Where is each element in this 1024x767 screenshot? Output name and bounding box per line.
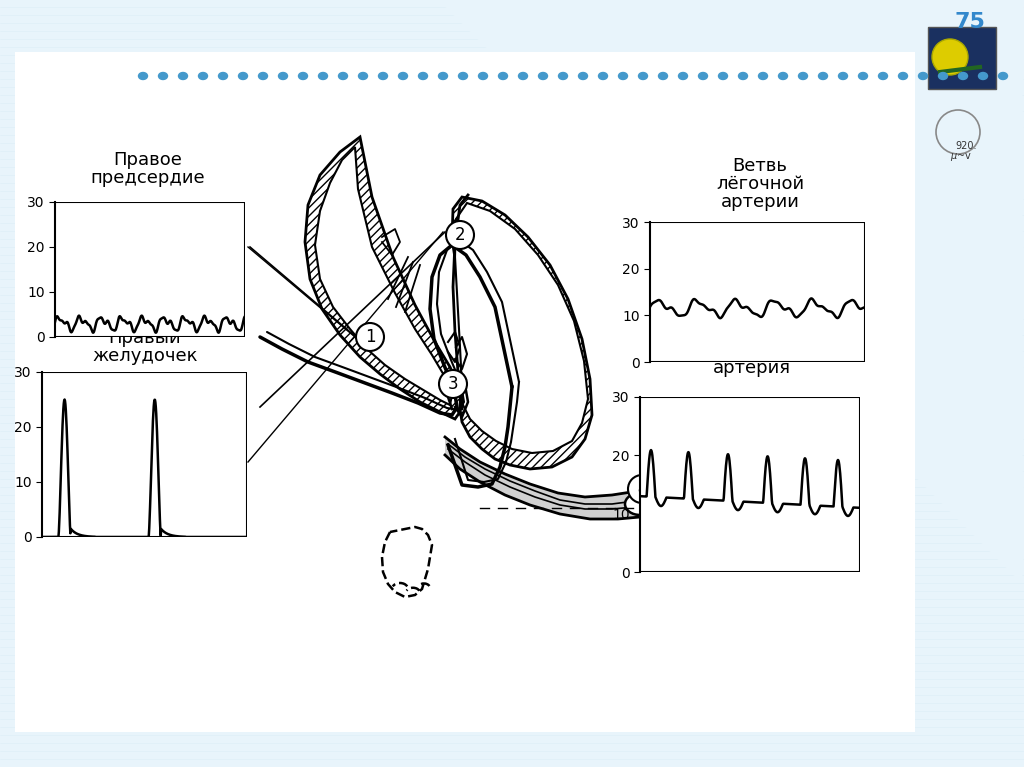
FancyBboxPatch shape — [15, 52, 915, 732]
Circle shape — [628, 475, 656, 503]
Ellipse shape — [738, 73, 748, 80]
Ellipse shape — [639, 73, 647, 80]
Ellipse shape — [658, 73, 668, 80]
Ellipse shape — [799, 73, 808, 80]
Text: предсердие: предсердие — [91, 169, 206, 187]
Text: Правое: Правое — [114, 151, 182, 169]
Text: 1: 1 — [365, 328, 376, 346]
Ellipse shape — [818, 73, 827, 80]
Ellipse shape — [339, 73, 347, 80]
Ellipse shape — [178, 73, 187, 80]
Text: Правый: Правый — [109, 329, 181, 347]
Ellipse shape — [318, 73, 328, 80]
Ellipse shape — [478, 73, 487, 80]
Ellipse shape — [358, 73, 368, 80]
Ellipse shape — [518, 73, 527, 80]
Circle shape — [439, 370, 467, 398]
Ellipse shape — [398, 73, 408, 80]
Ellipse shape — [379, 73, 387, 80]
Text: 75: 75 — [954, 12, 985, 32]
Ellipse shape — [159, 73, 168, 80]
Text: артерия: артерия — [713, 359, 791, 377]
Circle shape — [446, 221, 474, 249]
Text: лёгочной: лёгочной — [716, 175, 804, 193]
Ellipse shape — [858, 73, 867, 80]
Circle shape — [356, 323, 384, 351]
Text: 2: 2 — [455, 226, 465, 244]
Ellipse shape — [898, 73, 907, 80]
Ellipse shape — [679, 73, 687, 80]
Ellipse shape — [499, 73, 508, 80]
Ellipse shape — [778, 73, 787, 80]
Ellipse shape — [438, 73, 447, 80]
FancyBboxPatch shape — [928, 27, 996, 89]
Ellipse shape — [239, 73, 248, 80]
Polygon shape — [455, 203, 588, 453]
Ellipse shape — [558, 73, 567, 80]
Ellipse shape — [539, 73, 548, 80]
Ellipse shape — [958, 73, 968, 80]
Ellipse shape — [919, 73, 928, 80]
Ellipse shape — [459, 73, 468, 80]
Ellipse shape — [419, 73, 427, 80]
Text: артерии: артерии — [721, 193, 800, 211]
Text: 3: 3 — [447, 375, 459, 393]
Ellipse shape — [998, 73, 1008, 80]
Text: 920.: 920. — [955, 141, 977, 151]
Ellipse shape — [579, 73, 588, 80]
Polygon shape — [315, 147, 452, 405]
Ellipse shape — [279, 73, 288, 80]
Ellipse shape — [199, 73, 208, 80]
Text: Лёгочная: Лёгочная — [708, 341, 797, 359]
Ellipse shape — [719, 73, 727, 80]
Ellipse shape — [698, 73, 708, 80]
Ellipse shape — [618, 73, 628, 80]
Text: Ветвь: Ветвь — [732, 157, 787, 175]
Ellipse shape — [939, 73, 947, 80]
Ellipse shape — [598, 73, 607, 80]
Ellipse shape — [625, 493, 655, 515]
Text: $\mu$~v: $\mu$~v — [950, 151, 972, 163]
Ellipse shape — [299, 73, 307, 80]
Polygon shape — [305, 137, 462, 419]
Circle shape — [932, 39, 968, 75]
Polygon shape — [445, 437, 640, 519]
Text: 4: 4 — [637, 480, 647, 498]
Ellipse shape — [218, 73, 227, 80]
Ellipse shape — [879, 73, 888, 80]
Text: желудочек: желудочек — [92, 347, 198, 365]
Polygon shape — [452, 197, 592, 469]
Ellipse shape — [759, 73, 768, 80]
Ellipse shape — [138, 73, 147, 80]
Ellipse shape — [839, 73, 848, 80]
Ellipse shape — [979, 73, 987, 80]
Ellipse shape — [258, 73, 267, 80]
